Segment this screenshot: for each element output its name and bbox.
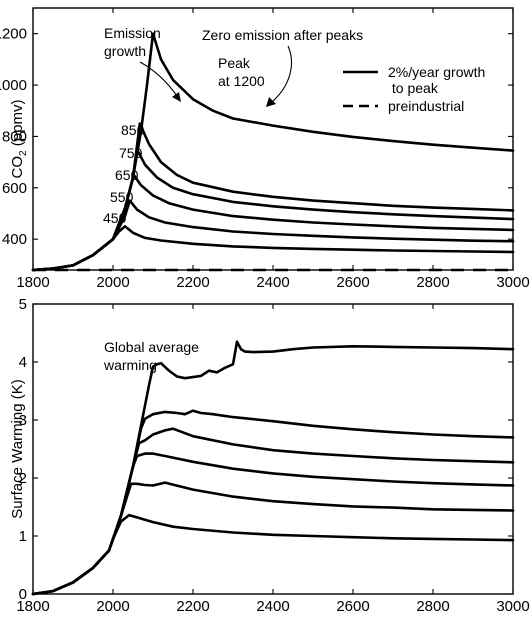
annotation-emission-growth-line2: growth — [104, 43, 146, 59]
peak-label-650: 650 — [115, 167, 139, 183]
warming-series-line-peak-650 — [31, 452, 515, 596]
co2-x-tick-label: 2800 — [416, 274, 449, 291]
warming-axis-ticks: 1800 2000 2200 2400 2600 2800 3000 0 1 2 3 4 5 — [16, 296, 529, 615]
warming-x-tick-label: 3000 — [496, 598, 529, 615]
warming-x-tick-label: 2000 — [96, 598, 129, 615]
co2-x-tick-label: 3000 — [496, 274, 529, 291]
warming-y-tick-label: 5 — [19, 296, 27, 313]
warming-x-tick-label: 2800 — [416, 598, 449, 615]
peak-label-850: 850 — [121, 122, 145, 138]
co2-y-tick-label: 800 — [2, 128, 27, 145]
co2-x-tick-label: 2600 — [336, 274, 369, 291]
co2-series-line-peak-450 — [31, 225, 515, 272]
co2-y-tick-label: 1000 — [0, 77, 27, 94]
arrowhead-emission-growth — [172, 92, 181, 102]
co2-ylabel-tail: (ppmv) — [9, 100, 26, 151]
warming-y-tick-label: 1 — [19, 528, 27, 545]
warming-series-line-peak-750 — [31, 427, 515, 596]
co2-x-tick-label: 2200 — [176, 274, 209, 291]
co2-x-tick-label: 2000 — [96, 274, 129, 291]
co2-series-group — [31, 32, 515, 272]
warming-x-tick-label: 2200 — [176, 598, 209, 615]
annotation-peak-line2: at 1200 — [218, 73, 265, 89]
co2-y-tick-label: 400 — [2, 231, 27, 248]
legend-growth-label-line2: to peak — [388, 80, 439, 96]
co2-y-axis-label: CO2 (ppmv) — [9, 100, 29, 179]
warming-x-tick-label: 2600 — [336, 598, 369, 615]
co2-panel: 1800 2000 2200 2400 2600 2800 3000 400 600 800 100… — [0, 7, 530, 291]
warming-x-tick-label: 1800 — [16, 598, 49, 615]
annotation-peak-line1: Peak — [218, 55, 251, 71]
co2-y-tick-label: 600 — [2, 180, 27, 197]
co2-x-tick-label: 1800 — [16, 274, 49, 291]
co2-legend: 2%/year growth to peak preindustrial — [343, 64, 485, 114]
warming-panel: 1800 2000 2200 2400 2600 2800 3000 0 1 2 3 4 5 Surfa… — [9, 296, 530, 615]
warming-y-axis-label: Surface Warming (K) — [9, 379, 26, 518]
peak-label-450: 450 — [103, 210, 127, 226]
warming-series-line-peak-450 — [31, 513, 515, 596]
co2-x-tick-label: 2400 — [256, 274, 289, 291]
warming-y-tick-label: 4 — [19, 354, 27, 371]
warming-series-group — [31, 340, 515, 596]
legend-growth-label-line1: 2%/year growth — [388, 64, 485, 80]
warming-y-tick-label: 3 — [19, 412, 27, 429]
co2-ylabel-subscript: 2 — [18, 150, 29, 156]
co2-ylabel-main: CO — [9, 156, 26, 179]
warming-x-tick-label: 2400 — [256, 598, 289, 615]
annotation-emission-growth-line1: Emission — [104, 25, 161, 41]
warming-y-tick-label: 2 — [19, 470, 27, 487]
legend-preindustrial-label: preindustrial — [388, 98, 464, 114]
arrow-emission-growth — [139, 61, 178, 97]
co2-axis-ticks: 1800 2000 2200 2400 2600 2800 3000 400 600 800 100… — [0, 8, 530, 291]
arrow-zero-emission — [271, 45, 292, 103]
warming-y-tick-label: 0 — [19, 586, 27, 603]
arrowhead-zero-emission — [266, 97, 276, 107]
annotation-zero-emission: Zero emission after peaks — [202, 27, 363, 43]
co2-y-tick-label: 1200 — [0, 26, 27, 43]
peak-label-750: 750 — [119, 145, 143, 161]
annotation-global-average-line2: warming — [103, 357, 157, 373]
peak-label-550: 550 — [110, 189, 134, 205]
annotation-global-average-line1: Global average — [104, 339, 199, 355]
